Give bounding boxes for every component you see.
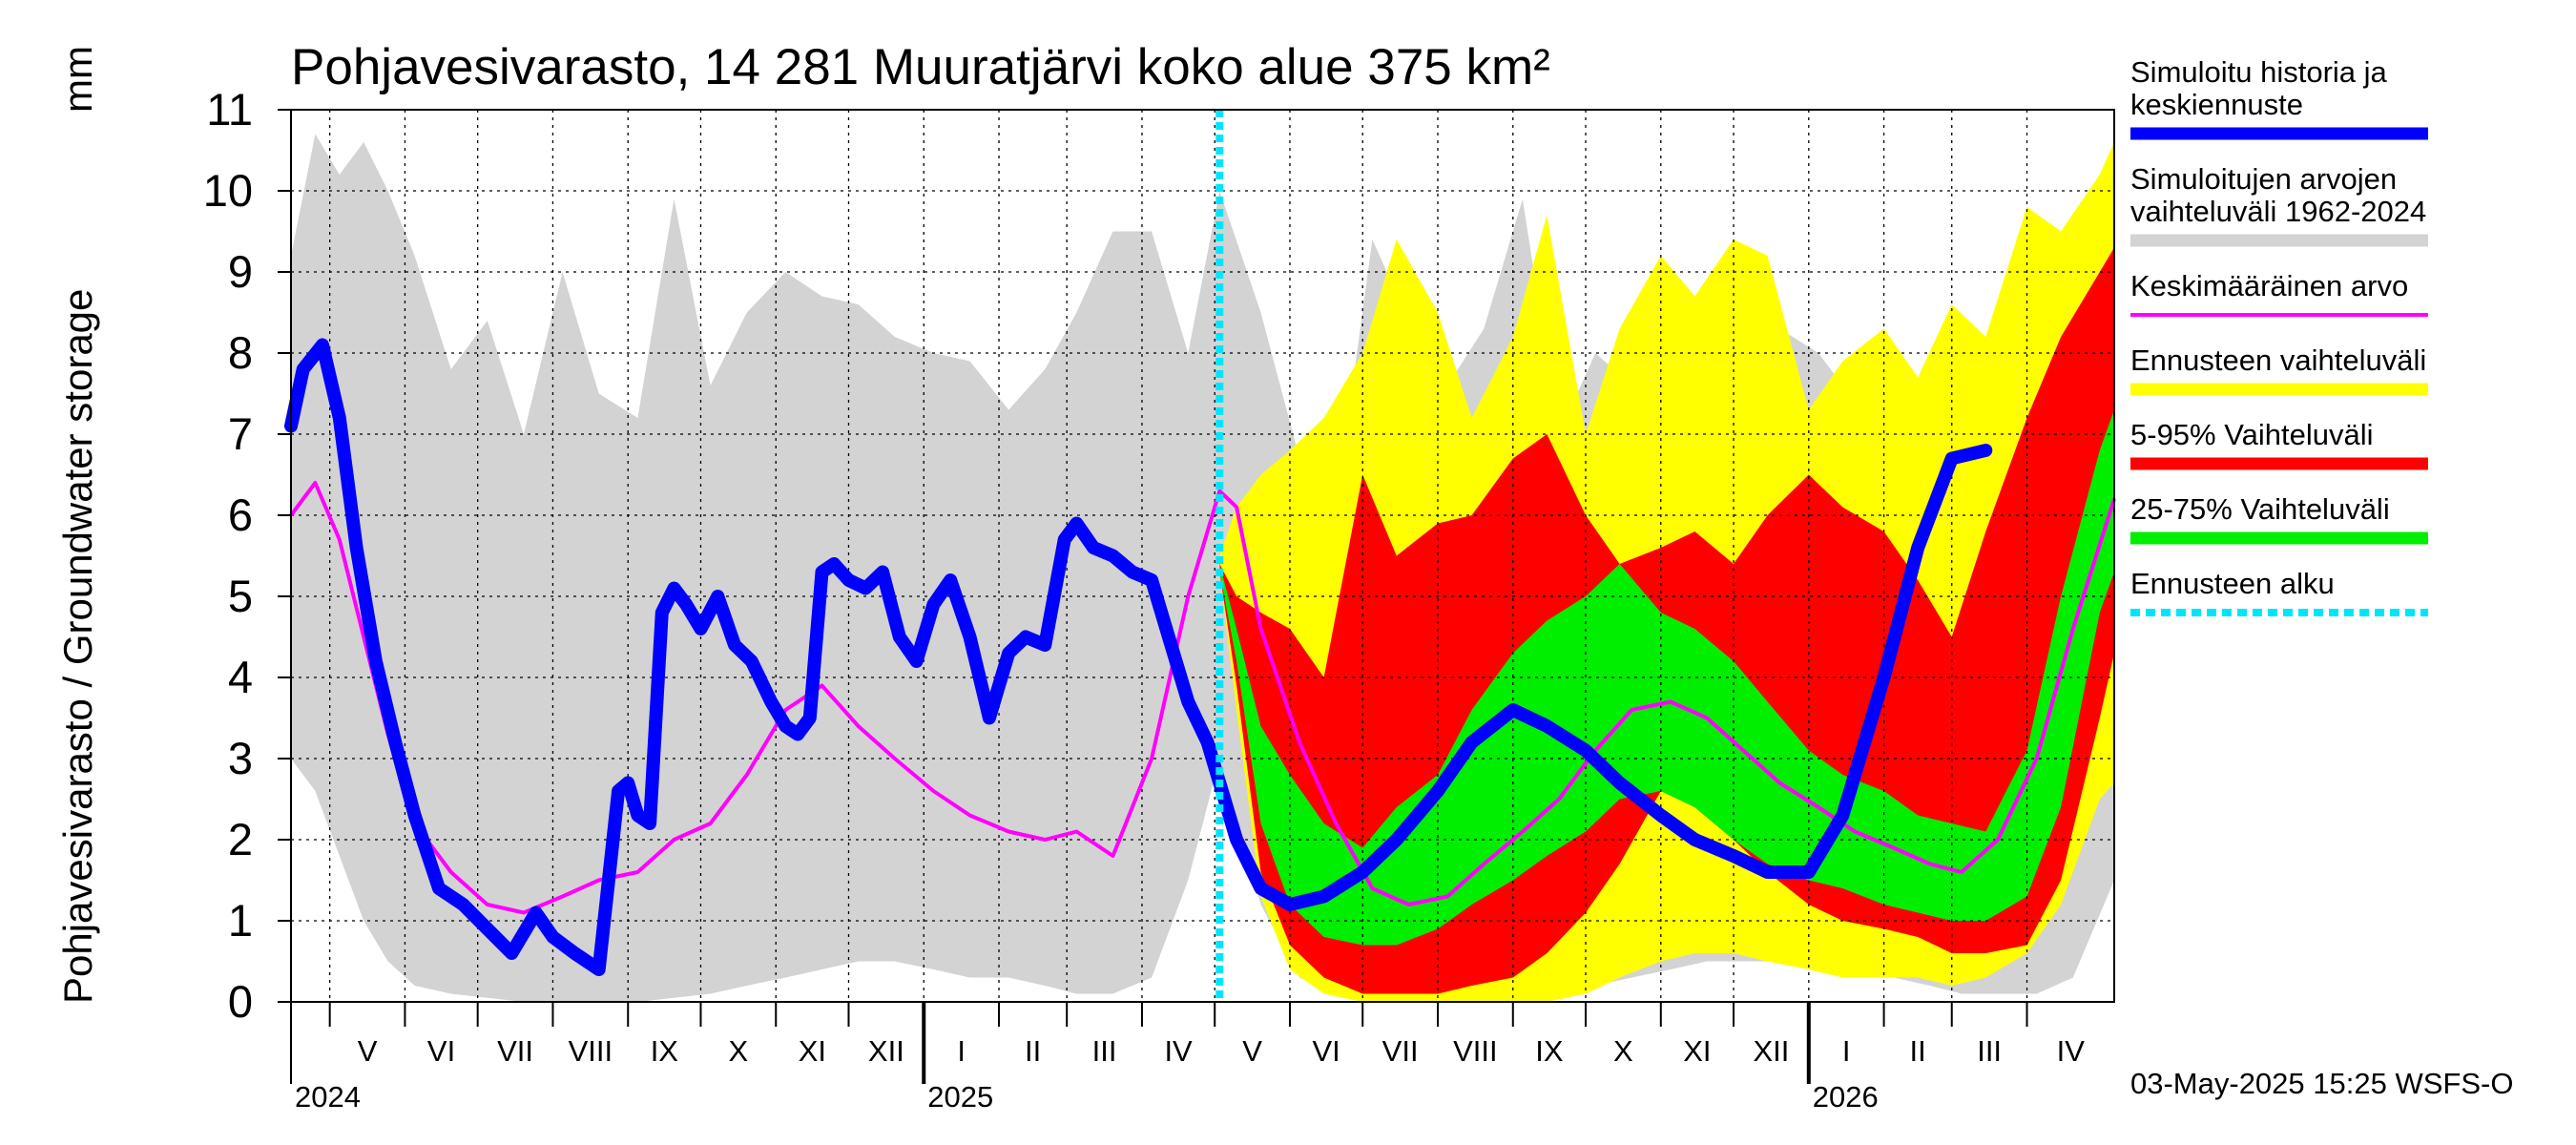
year-label: 2025 [927,1080,993,1114]
month-label: I [1842,1034,1851,1068]
plot-area [284,109,2116,1003]
month-label: V [1242,1034,1262,1068]
y-tick-label: 0 [228,976,253,1027]
y-tick-label: 2 [228,814,253,864]
y-axis-unit: mm [55,46,100,113]
month-label: X [1613,1034,1633,1068]
month-label: V [358,1034,378,1068]
y-tick-label: 6 [228,489,253,540]
legend-label: Simuloitujen arvojen [2130,162,2397,196]
month-label: II [1025,1034,1041,1068]
plot-frame [290,109,2115,1003]
legend-label: 5-95% Vaihteluväli [2130,418,2373,451]
month-label: IV [1164,1034,1193,1068]
legend-label: keskiennuste [2130,88,2303,121]
legend-item-mean: Keskimääräinen arvo [2130,269,2428,317]
legend-item-forecast-range: Ennusteen vaihteluväli [2130,344,2428,396]
y-tick-label: 11 [206,84,253,135]
month-label: VIII [569,1034,613,1068]
legend-label: Ennusteen alku [2130,567,2335,600]
month-label: XII [868,1034,904,1068]
y-tick-label: 1 [228,895,253,946]
legend-item-p25-75: 25-75% Vaihteluväli [2130,492,2428,545]
year-label: 2024 [295,1080,361,1114]
y-tick-label: 5 [228,571,253,621]
month-label: I [957,1034,966,1068]
year-label: 2026 [1813,1080,1879,1114]
month-label: XI [799,1034,826,1068]
history-forecast-line [284,338,1993,976]
month-label: VII [1382,1034,1419,1068]
legend-item-p5-95: 5-95% Vaihteluväli [2130,418,2428,470]
month-label: XII [1753,1034,1789,1068]
month-label: VI [427,1034,455,1068]
legend-label: vaihteluväli 1962-2024 [2130,195,2426,228]
legend-label: Keskimääräinen arvo [2130,269,2408,302]
range-bands [291,134,2114,1002]
month-label: VIII [1453,1034,1498,1068]
legend-label: Simuloitu historia ja [2130,55,2388,89]
timestamp-footer: 03-May-2025 15:25 WSFS-O [2130,1067,2513,1100]
mean-line [289,481,2116,915]
legend: Simuloitu historia jakeskiennusteSimuloi… [2130,55,2428,616]
legend-label: Ennusteen vaihteluväli [2130,344,2426,377]
month-label: IV [2057,1034,2086,1068]
legend-item-forecast-start: Ennusteen alku [2130,567,2428,616]
month-label: III [1977,1034,2002,1068]
y-axis-label: Pohjavesivarasto / Groundwater storage [55,289,100,1004]
chart-title: Pohjavesivarasto, 14 281 Muuratjärvi kok… [291,39,1550,95]
y-tick-label: 10 [203,165,253,216]
y-tick-label: 3 [228,733,253,783]
month-label: II [1910,1034,1926,1068]
month-label: X [729,1034,749,1068]
month-label: IX [1535,1034,1564,1068]
y-tick-label: 8 [228,327,253,378]
month-label: III [1092,1034,1117,1068]
month-label: XI [1683,1034,1711,1068]
y-tick-label: 4 [228,652,253,702]
month-label: VII [497,1034,533,1068]
month-label: VI [1312,1034,1340,1068]
series-lines [284,110,2116,1002]
legend-label: 25-75% Vaihteluväli [2130,492,2390,526]
y-tick-label: 7 [228,408,253,459]
month-label: IX [651,1034,679,1068]
y-tick-label: 9 [228,246,253,297]
